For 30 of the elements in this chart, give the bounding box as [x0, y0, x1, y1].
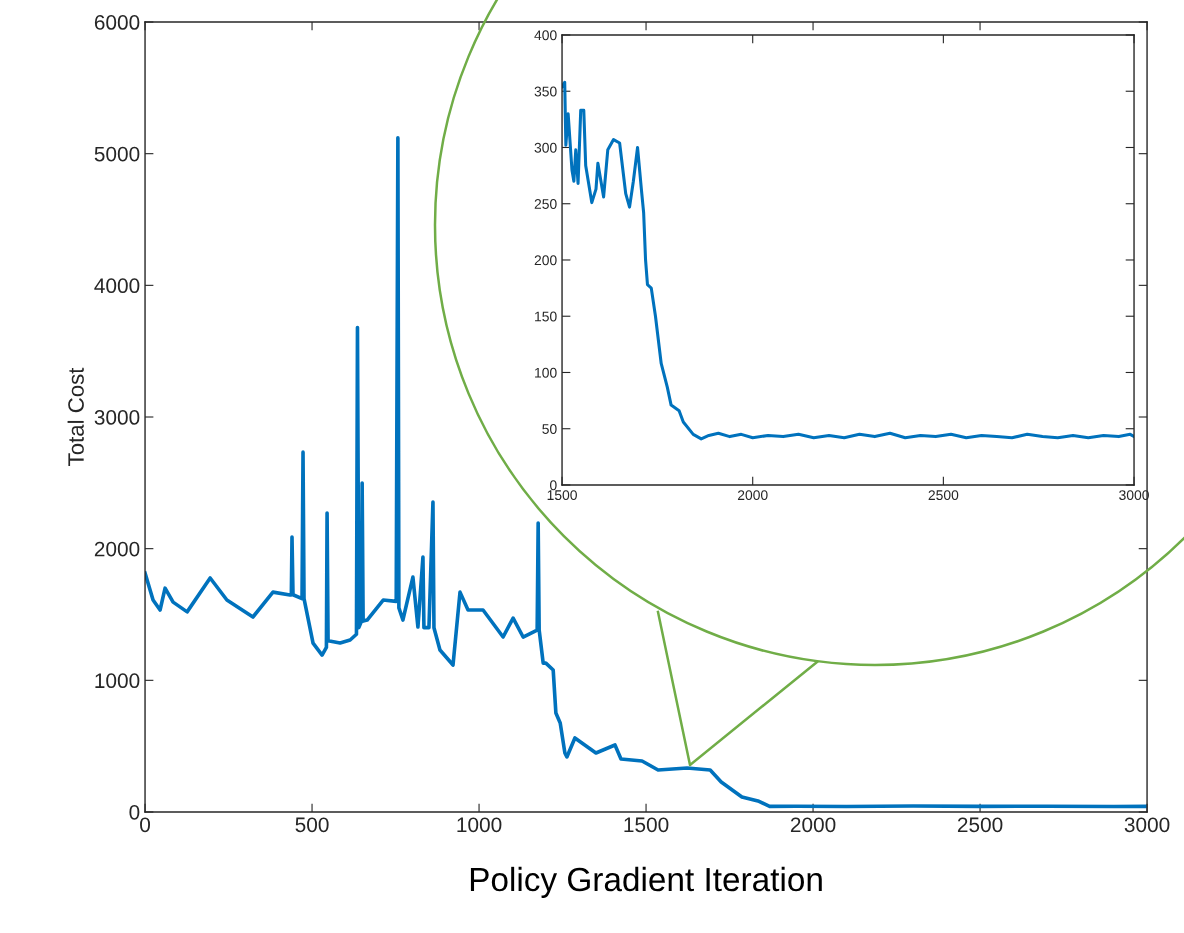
x-tick-label: 1500: [547, 490, 577, 501]
x-tick-label: 500: [295, 817, 329, 833]
line-series: [562, 80, 1135, 441]
y-tick-label: 50: [542, 424, 557, 434]
y-tick-label: 200: [534, 255, 557, 266]
y-tick-label: 300: [534, 142, 557, 153]
x-tick-label: 1000: [457, 817, 502, 833]
x-tick-label: 0: [140, 817, 151, 833]
y-tick-label: 4000: [94, 278, 140, 294]
y-tick-label: 100: [535, 367, 557, 378]
y-tick-label: 2000: [94, 541, 140, 557]
line-series: [145, 136, 1148, 809]
x-tick-label: 3000: [1124, 817, 1170, 833]
y-tick-label: 0: [550, 480, 557, 491]
y-tick-label: 250: [534, 199, 557, 209]
y-tick-label: 1000: [95, 673, 140, 689]
y-tick-label: 150: [535, 311, 557, 322]
y-tick-label: 5000: [94, 146, 140, 162]
y-axis-title: Total Cost: [67, 367, 84, 466]
y-tick-label: 350: [534, 86, 557, 97]
x-tick-label: 2000: [737, 490, 768, 501]
x-tick-label: 2500: [957, 817, 1003, 833]
x-tick-label: 2000: [790, 817, 836, 833]
y-tick-label: 3000: [94, 410, 140, 425]
x-tick-label: 2500: [928, 490, 959, 501]
y-tick-label: 6000: [94, 15, 140, 30]
y-tick-label: 0: [129, 804, 140, 820]
y-tick-label: 400: [534, 30, 557, 41]
x-tick-label: 1500: [624, 817, 669, 833]
x-axis-title: Policy Gradient Iteration: [470, 866, 822, 898]
